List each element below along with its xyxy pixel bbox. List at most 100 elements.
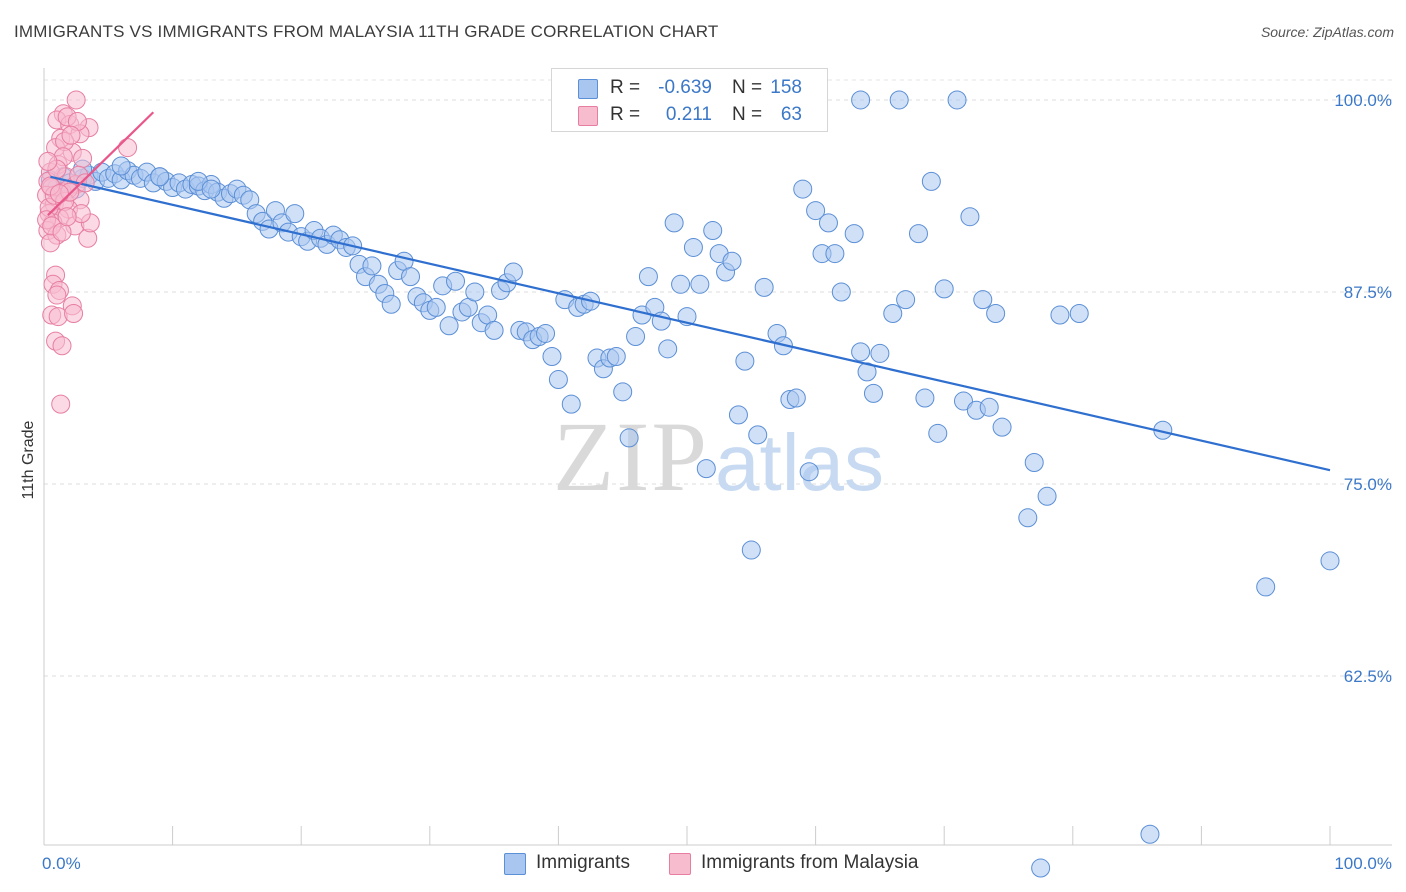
data-point — [426, 297, 446, 317]
x-tick-label: 100.0% — [1334, 854, 1392, 873]
data-point — [806, 201, 826, 221]
data-point — [439, 316, 459, 336]
data-point — [973, 290, 993, 310]
data-point — [741, 540, 761, 560]
chart-title: IMMIGRANTS VS IMMIGRANTS FROM MALAYSIA 1… — [14, 22, 719, 41]
data-point — [1050, 305, 1070, 325]
data-point — [928, 423, 948, 443]
trend-lines — [47, 111, 1331, 472]
data-point — [619, 428, 639, 448]
data-point — [401, 267, 421, 287]
data-point — [921, 171, 941, 191]
data-point — [484, 320, 504, 340]
data-point — [722, 251, 742, 271]
data-point — [66, 90, 86, 110]
data-point — [61, 125, 81, 145]
legend-r-value: -0.639 — [658, 77, 712, 98]
data-point — [953, 391, 973, 411]
legend-row-immigrants: R = -0.639 N = 158 — [552, 75, 827, 101]
data-point — [1320, 551, 1340, 571]
y-tick-label: 87.5% — [1344, 283, 1392, 302]
data-point — [446, 271, 466, 291]
watermark: ZIP atlas — [553, 401, 884, 512]
series-swatch-immigrants — [504, 853, 526, 875]
data-point — [536, 323, 556, 343]
data-point — [934, 279, 954, 299]
trend-line-malaysia — [47, 111, 155, 216]
data-point — [1140, 824, 1160, 844]
legend-swatch-immigrants — [578, 79, 598, 99]
legend-row-malaysia: R = 0.211 N = 63 — [552, 102, 827, 128]
data-point — [870, 343, 890, 363]
data-point — [52, 336, 72, 356]
data-point — [825, 244, 845, 264]
series-label-malaysia: Immigrants from Malaysia — [701, 852, 919, 873]
series-swatch-malaysia — [669, 853, 691, 875]
data-point — [64, 303, 84, 323]
grid-lines — [44, 79, 1392, 677]
watermark-atlas: atlas — [715, 418, 884, 507]
legend-n-label: N = — [732, 77, 763, 98]
data-point — [362, 256, 382, 276]
legend-r-label: R = — [610, 104, 641, 125]
data-point — [844, 224, 864, 244]
legend-swatch-malaysia — [578, 106, 598, 126]
data-point — [683, 237, 703, 257]
data-point — [703, 221, 723, 241]
data-point — [1256, 577, 1276, 597]
data-point — [613, 382, 633, 402]
data-point — [799, 462, 819, 482]
data-point — [857, 362, 877, 382]
legend-n-value: 158 — [770, 77, 802, 98]
data-point — [1031, 858, 1051, 878]
y-tick-label: 75.0% — [1344, 475, 1392, 494]
data-point — [150, 167, 170, 187]
data-point — [863, 383, 883, 403]
legend-r-value: 0.211 — [665, 104, 712, 125]
data-point — [561, 394, 581, 414]
data-point — [979, 397, 999, 417]
data-point — [908, 224, 928, 244]
data-point — [696, 459, 716, 479]
data-points — [37, 90, 1340, 878]
legend-r-label: R = — [610, 77, 641, 98]
data-point — [947, 90, 967, 110]
data-point — [960, 207, 980, 227]
data-point — [851, 90, 871, 110]
data-point — [48, 307, 68, 327]
source-label: Source: ZipAtlas.com — [1260, 24, 1394, 40]
data-point — [57, 207, 77, 227]
data-point — [851, 342, 871, 362]
data-point — [1037, 486, 1057, 506]
data-point — [831, 282, 851, 302]
data-point — [735, 351, 755, 371]
data-point — [690, 274, 710, 294]
data-point — [664, 213, 684, 233]
data-point — [986, 303, 1006, 323]
data-point — [671, 274, 691, 294]
trend-line-immigrants — [50, 175, 1331, 472]
watermark-zip: ZIP — [553, 401, 709, 512]
data-point — [915, 388, 935, 408]
data-point — [786, 388, 806, 408]
data-point — [503, 262, 523, 282]
series-label-immigrants: Immigrants — [536, 852, 630, 873]
data-point — [658, 339, 678, 359]
data-point — [638, 267, 658, 287]
data-point — [285, 204, 305, 224]
data-point — [1069, 303, 1089, 323]
data-point — [626, 327, 646, 347]
stats-legend: R = -0.639 N = 158 R = 0.211 N = 63 — [551, 68, 828, 132]
data-point — [381, 294, 401, 314]
data-point — [38, 151, 58, 171]
data-point — [896, 290, 916, 310]
y-tick-label: 62.5% — [1344, 667, 1392, 686]
data-point — [465, 282, 485, 302]
y-axis-label: 11th Grade — [20, 420, 37, 499]
legend-n-value: 63 — [780, 104, 802, 125]
data-point — [73, 148, 93, 168]
data-point — [548, 370, 568, 390]
data-point — [992, 417, 1012, 437]
legend-n-label: N = — [732, 104, 763, 125]
